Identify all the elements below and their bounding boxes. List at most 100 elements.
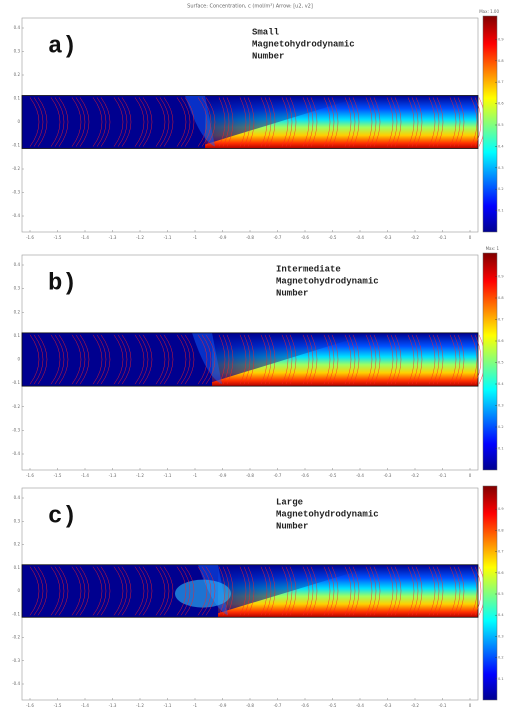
velocity-arrow (331, 566, 339, 616)
y-tick-label: -0.1 (12, 143, 20, 148)
x-tick-label: -1.3 (109, 703, 117, 708)
velocity-arrow (331, 334, 339, 385)
x-tick-label: -1.5 (54, 235, 62, 240)
velocity-arrow (268, 97, 276, 147)
velocity-arrow (394, 334, 402, 385)
annotation: Large (276, 497, 303, 507)
velocity-arrow (474, 334, 482, 385)
velocity-arrow (239, 97, 247, 147)
velocity-arrow (281, 97, 289, 147)
velocity-arrow (327, 97, 335, 147)
velocity-arrow (54, 334, 65, 385)
y-tick-label: -0.1 (12, 380, 20, 385)
y-tick-label: 0 (17, 588, 20, 593)
velocity-arrow (264, 334, 272, 385)
x-tick-label: -0.2 (411, 703, 419, 708)
velocity-arrow (281, 566, 289, 616)
velocity-arrow (222, 334, 230, 385)
x-tick-label: -1.4 (81, 235, 89, 240)
y-tick-label: 0.4 (14, 495, 21, 500)
colorbar-tick-label: 0.2 (498, 187, 504, 191)
velocity-arrow (327, 334, 335, 385)
velocity-arrow (344, 566, 352, 616)
velocity-arrow (180, 334, 191, 385)
velocity-arrow (323, 97, 331, 147)
colorbar-tick-label: 0.5 (498, 123, 504, 127)
annotation: Magnetohydrodynamic (252, 39, 355, 49)
velocity-arrow (92, 97, 103, 147)
velocity-arrow (117, 97, 128, 147)
x-tick-label: -0.1 (439, 473, 447, 478)
x-tick-label: 0 (469, 703, 472, 708)
velocity-arrow (243, 566, 251, 616)
velocity-arrow (121, 97, 132, 147)
colorbar-tick-label: 0.9 (498, 275, 504, 279)
velocity-arrow (142, 334, 153, 385)
y-tick-label: -0.1 (12, 611, 20, 616)
x-tick-label: -0.4 (356, 235, 364, 240)
y-tick-label: 0.2 (14, 309, 21, 314)
velocity-arrow (470, 334, 478, 385)
velocity-arrow (247, 566, 255, 616)
velocity-arrow (310, 334, 318, 385)
velocity-arrow (344, 334, 352, 385)
y-tick-label: -0.3 (12, 190, 20, 195)
colorbar-tick-label: 0.1 (498, 677, 504, 681)
velocity-arrow (71, 334, 82, 385)
x-tick-label: -0.6 (301, 235, 309, 240)
velocity-arrow (113, 566, 124, 616)
annotation: Number (276, 288, 308, 298)
velocity-arrow (331, 97, 339, 147)
x-tick-label: -0.8 (246, 235, 254, 240)
velocity-arrow (50, 566, 61, 616)
velocity-arrow (155, 566, 166, 616)
velocity-arrow (159, 566, 170, 616)
velocity-arrow (33, 97, 44, 147)
velocity-arrow (344, 97, 352, 147)
velocity-arrow (163, 97, 174, 147)
velocity-arrow (71, 566, 82, 616)
x-tick-label: -0.7 (274, 235, 282, 240)
colorbar-tick-label: 0.5 (498, 361, 504, 365)
velocity-arrow (365, 566, 373, 616)
velocity-arrow (432, 566, 440, 616)
velocity-arrow (474, 566, 482, 616)
x-tick-label: -0.9 (219, 235, 227, 240)
velocity-arrow (226, 334, 234, 385)
x-tick-label: 0 (469, 235, 472, 240)
velocity-arrow (285, 566, 293, 616)
x-tick-label: -1.2 (136, 703, 144, 708)
x-tick-label: -0.8 (246, 703, 254, 708)
x-tick-label: -1.1 (164, 473, 172, 478)
velocity-arrow (264, 566, 272, 616)
velocity-arrow (457, 97, 465, 147)
velocity-arrow (180, 566, 191, 616)
velocity-arrow (92, 566, 103, 616)
velocity-arrow (436, 97, 444, 147)
velocity-arrow (386, 566, 394, 616)
x-tick-label: -1.6 (26, 473, 34, 478)
velocity-arrow (243, 334, 251, 385)
velocity-arrow (470, 97, 478, 147)
colorbar-tick-label: 0.5 (498, 592, 504, 596)
colorbar-tick-label: 0.7 (498, 80, 504, 84)
velocity-arrow (218, 566, 226, 616)
velocity-arrow (352, 566, 360, 616)
velocity-arrow (75, 566, 86, 616)
x-tick-label: -1.3 (109, 473, 117, 478)
x-tick-label: -1.5 (54, 703, 62, 708)
velocity-arrow (411, 566, 419, 616)
velocity-arrow (163, 566, 174, 616)
x-tick-label: -0.6 (301, 703, 309, 708)
x-tick-label: 0 (469, 473, 472, 478)
channel-border (21, 564, 479, 618)
colorbar-tick-label: 0.9 (498, 507, 504, 511)
y-tick-label: -0.3 (12, 427, 20, 432)
panel-label: c) (48, 503, 77, 530)
velocity-arrow (365, 334, 373, 385)
annotation: Magnetohydrodynamic (276, 509, 379, 519)
velocity-arrow (260, 97, 268, 147)
velocity-arrow (54, 97, 65, 147)
x-tick-label: -1.1 (164, 703, 172, 708)
panel-label: b) (48, 270, 77, 297)
